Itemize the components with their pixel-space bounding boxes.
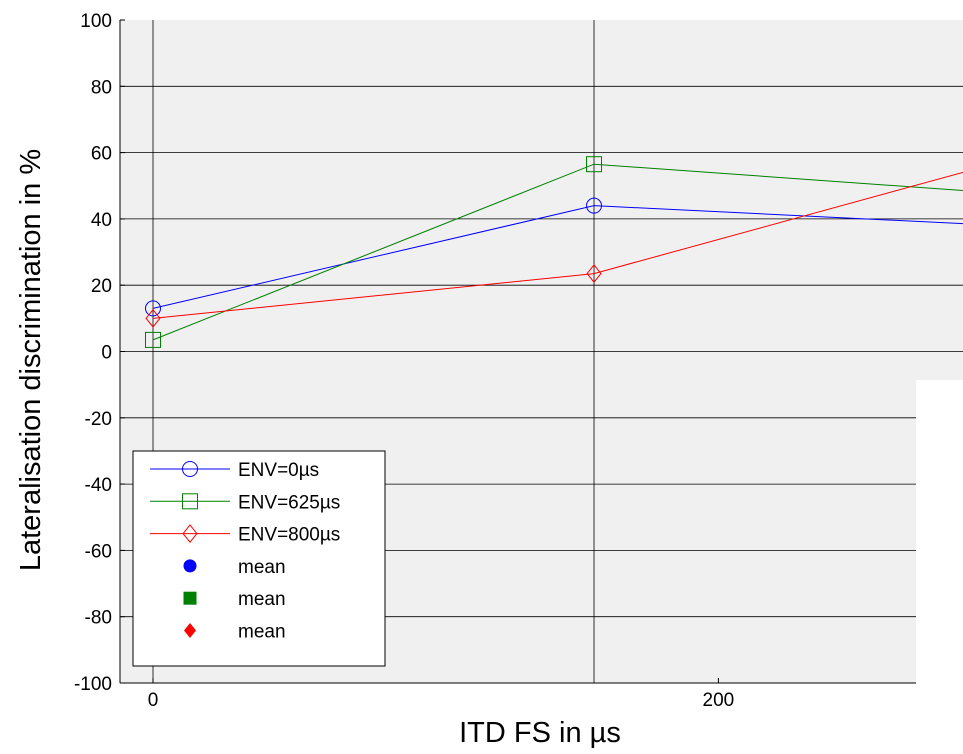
x-axis-label: ITD FS in µs (459, 717, 621, 749)
legend-box (132, 450, 386, 667)
legend-items: ENV=0µs ENV=625µs ENV=800µs mean mean mean (150, 460, 340, 643)
y-tick-label-8: 60 (91, 144, 112, 165)
y-tick-label-7: 40 (91, 210, 112, 231)
legend-marker-0 (182, 461, 198, 477)
plot-notch (916, 380, 963, 683)
series-2-point-1 (586, 264, 602, 284)
y-tick-label-5: 0 (101, 343, 112, 364)
x-tick-label-1: 200 (703, 690, 735, 711)
series (145, 156, 963, 348)
legend-item-4: mean (183, 589, 286, 610)
legend-item-1: ENV=625µs (150, 492, 340, 513)
y-ticks: -100 -80 -60 -40 -20 0 20 40 60 80 100 (74, 11, 125, 695)
legend-label-4: mean (238, 589, 286, 610)
y-tick-label-0: -100 (74, 674, 112, 695)
legend-label-3: mean (238, 557, 286, 578)
series-line-1 (152, 163, 963, 341)
y-tick-label-1: -80 (85, 608, 112, 629)
legend-item-5: mean (184, 622, 286, 643)
y-tick-label-10: 100 (80, 11, 112, 32)
series-2 (145, 171, 963, 328)
series-1-point-0 (145, 331, 161, 348)
legend-label-1: ENV=625µs (238, 492, 340, 513)
series-1 (145, 156, 963, 348)
series-line-0 (152, 205, 963, 309)
x-ticks: 020040060080010001200 (148, 678, 735, 711)
legend-label-2: ENV=800µs (238, 525, 340, 546)
legend-item-3: mean (183, 557, 286, 578)
legend-marker-3 (183, 559, 197, 573)
y-tick-label-4: -20 (85, 409, 112, 430)
y-tick-label-2: -60 (85, 541, 112, 562)
legend-marker-1 (182, 493, 198, 510)
series-2-point-0 (145, 308, 161, 328)
series-0-point-0 (145, 300, 161, 317)
legend-marker-4 (183, 591, 197, 605)
legend-label-5: mean (238, 622, 286, 643)
legend-label-0: ENV=0µs (238, 460, 319, 481)
legend-item-0: ENV=0µs (150, 460, 319, 481)
y-axis-label: Lateralisation discrimination in % (15, 149, 47, 571)
series-line-2 (152, 171, 963, 319)
y-tick-label-6: 20 (91, 276, 112, 297)
legend-item-2: ENV=800µs (150, 524, 340, 546)
x-tick-label-0: 0 (148, 690, 159, 711)
series-0-point-1 (586, 197, 603, 214)
legend-marker-5 (184, 623, 196, 638)
series-1-point-1 (586, 156, 603, 173)
y-tick-label-3: -40 (85, 475, 112, 496)
legend: ENV=0µs ENV=625µs ENV=800µs mean mean mean (132, 450, 386, 667)
legend-marker-2 (182, 524, 198, 544)
series-0 (145, 197, 963, 317)
y-tick-label-9: 80 (91, 77, 112, 98)
